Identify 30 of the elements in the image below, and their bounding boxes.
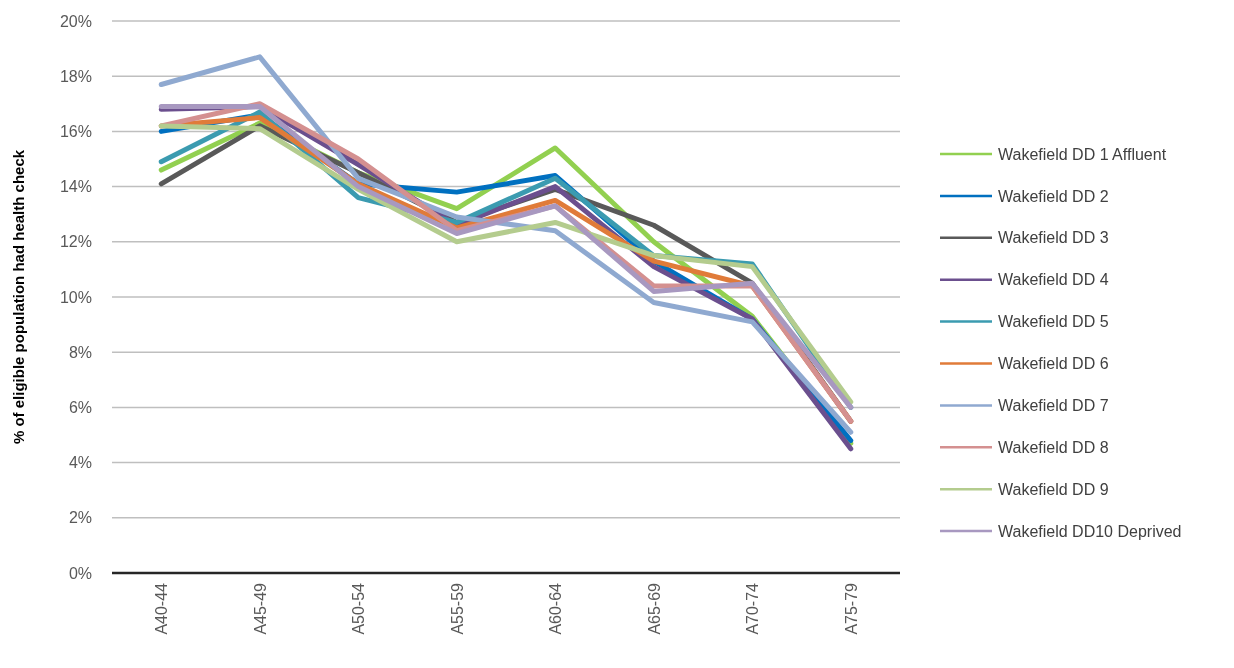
legend-label: Wakefield DD 8 xyxy=(998,438,1109,456)
y-tick-label: 4% xyxy=(68,454,92,472)
legend-label: Wakefield DD 9 xyxy=(998,480,1109,498)
x-tick-label: A75-79 xyxy=(842,582,860,635)
y-tick-label: 2% xyxy=(68,509,92,527)
y-tick-label: 12% xyxy=(59,233,92,251)
x-tick-label: A50-54 xyxy=(350,582,368,635)
y-tick-label: 0% xyxy=(68,564,92,582)
legend-label: Wakefield DD 3 xyxy=(998,229,1109,247)
x-tick-label: A55-59 xyxy=(448,582,466,635)
legend-label: Wakefield DD 5 xyxy=(998,313,1109,331)
legend-label: Wakefield DD10 Deprived xyxy=(998,522,1182,540)
legend-label: Wakefield DD 7 xyxy=(998,397,1109,414)
x-tick-label: A40-44 xyxy=(153,582,171,635)
legend-label: Wakefield DD 4 xyxy=(998,271,1109,289)
y-tick-label: 18% xyxy=(59,67,92,85)
x-tick-label: A45-49 xyxy=(251,582,269,635)
y-tick-label: 8% xyxy=(68,343,92,361)
legend-label: Wakefield DD 2 xyxy=(998,187,1109,205)
x-tick-label: A65-69 xyxy=(645,582,663,635)
y-tick-label: 14% xyxy=(59,178,92,196)
x-tick-label: A60-64 xyxy=(547,582,565,635)
legend-label: Wakefield DD 1 Affluent xyxy=(998,145,1167,163)
y-axis-title: % of eligible population had health check xyxy=(10,149,27,445)
legend-label: Wakefield DD 6 xyxy=(998,355,1109,373)
y-tick-label: 16% xyxy=(59,123,92,140)
y-tick-label: 6% xyxy=(68,399,92,416)
y-tick-label: 20% xyxy=(59,12,92,30)
y-tick-label: 10% xyxy=(59,288,92,306)
x-tick-label: A70-74 xyxy=(744,582,762,635)
